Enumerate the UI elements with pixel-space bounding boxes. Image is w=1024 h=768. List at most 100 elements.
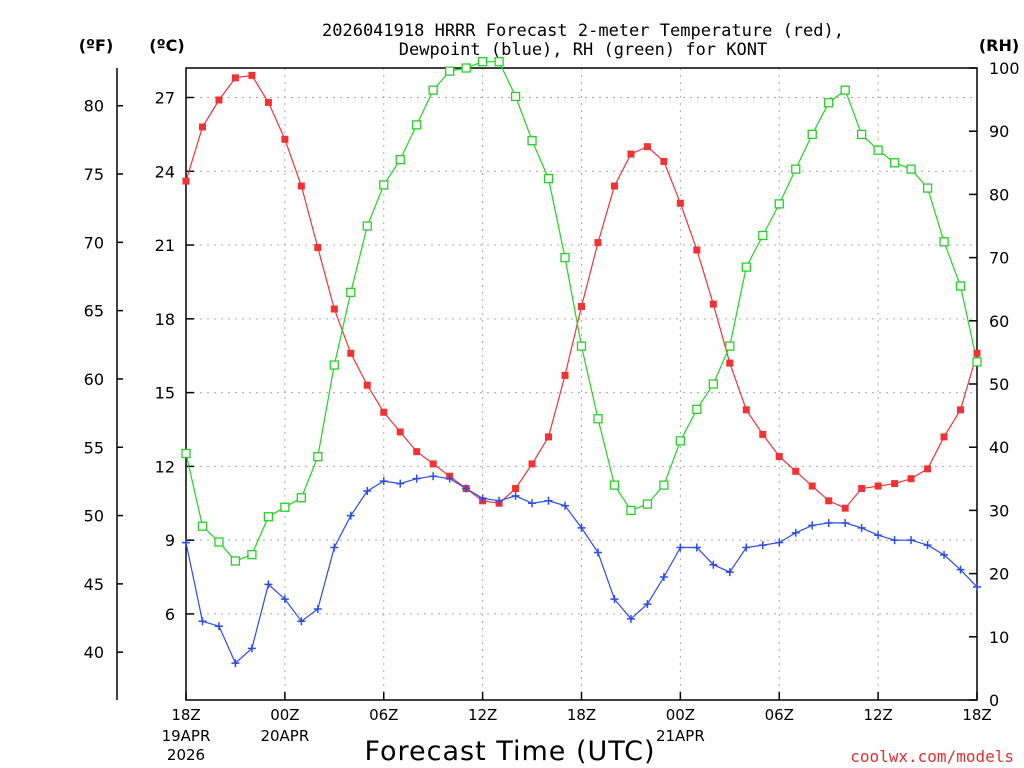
dewpoint-point: [626, 614, 635, 623]
dewpoint-point: [824, 518, 833, 527]
rh-tick-label: 100: [989, 59, 1020, 78]
rh-point: [609, 480, 620, 490]
rh-tick-label: 80: [989, 185, 1009, 204]
temperature-point: [561, 371, 569, 379]
dewpoint-point: [445, 474, 454, 483]
rh-point: [296, 493, 307, 503]
rh-point: [758, 230, 768, 241]
temperature-point: [841, 504, 849, 512]
rh-point: [379, 180, 389, 190]
temperature-point: [512, 485, 520, 493]
temperature-point: [363, 381, 371, 389]
chart-title-line1: 2026041918 HRRR Forecast 2-meter Tempera…: [322, 21, 844, 41]
rh-point: [840, 85, 850, 95]
temperature-point: [643, 143, 651, 151]
series-markers: [181, 57, 982, 668]
rh-point: [922, 183, 933, 193]
rh-point: [395, 154, 405, 165]
dewpoint-point: [264, 580, 273, 589]
rh-point: [313, 452, 323, 462]
dewpoint-point: [890, 536, 899, 545]
dewpoint-point: [923, 541, 932, 550]
temperature-point: [198, 123, 206, 131]
rh-point: [329, 360, 339, 370]
fahrenheit-unit-label: (ºF): [79, 36, 114, 55]
rh-point: [181, 448, 191, 459]
rh-point: [955, 281, 966, 291]
dewpoint-point: [956, 565, 965, 574]
temperature-point: [957, 406, 965, 414]
rh-point: [972, 357, 982, 367]
dewpoint-point: [874, 531, 883, 540]
time-axis-ticks: 18Z 00Z 06Z 12Z 18Z 00Z 06Z 12Z 18Z 19AP…: [162, 706, 992, 764]
time-tick-label: 12Z: [863, 706, 892, 724]
dewpoint-point: [593, 548, 602, 557]
celsius-tick-label: 9: [165, 531, 175, 550]
celsius-tick-label: 15: [155, 384, 175, 403]
time-tick-label: 18Z: [962, 706, 991, 724]
dewpoint-point: [297, 617, 306, 626]
time-tick-label: 18Z: [567, 706, 596, 724]
dewpoint-point: [478, 494, 487, 503]
temperature-point: [347, 349, 355, 357]
dewpoint-point: [610, 595, 619, 604]
time-tick-label: 12Z: [468, 706, 497, 724]
temperature-point: [396, 428, 404, 436]
rh-point: [725, 341, 735, 351]
fahrenheit-tick-label: 50: [84, 507, 104, 526]
dewpoint-point: [692, 543, 701, 552]
temperature-point: [808, 482, 816, 490]
rh-point: [560, 252, 570, 263]
dewpoint-point: [742, 543, 751, 552]
dewpoint-point: [808, 521, 817, 530]
temperature-point: [330, 305, 338, 313]
dewpoint-point: [709, 560, 718, 569]
celsius-unit-label: (ºC): [149, 36, 184, 55]
date-tick-label: 19APR: [162, 727, 211, 745]
temperature-point: [610, 182, 618, 190]
temperature-point: [891, 480, 899, 488]
time-tick-label: 00Z: [270, 706, 299, 724]
dewpoint-point: [396, 479, 405, 488]
celsius-tick-label: 24: [155, 162, 175, 181]
temperature-point: [924, 465, 932, 473]
rh-point: [774, 199, 784, 209]
dewpoint-point: [511, 491, 520, 500]
temperature-point: [940, 433, 948, 441]
temperature-point: [297, 182, 305, 190]
dewpoint-point: [544, 496, 553, 505]
rh-point: [906, 164, 916, 174]
dewpoint-point: [495, 496, 504, 505]
rh-point: [197, 521, 208, 531]
fahrenheit-tick-label: 65: [84, 302, 104, 321]
temperature-point: [429, 460, 437, 468]
fahrenheit-tick-label: 45: [84, 575, 104, 594]
dewpoint-point: [379, 477, 388, 486]
fahrenheit-tick-label: 55: [84, 438, 104, 457]
rh-point: [428, 85, 438, 95]
rh-point: [527, 136, 537, 146]
rh-tick-label: 30: [989, 501, 1009, 520]
temperature-point: [248, 71, 256, 79]
rh-point: [593, 414, 603, 424]
rh-point: [461, 63, 471, 73]
temperature-point: [775, 453, 783, 461]
chart-title-line2: Dewpoint (blue), RH (green) for KONT: [399, 40, 767, 60]
credit-link[interactable]: coolwx.com/models: [850, 747, 1014, 766]
rh-point: [873, 145, 883, 155]
grid-lines: [186, 68, 977, 700]
temperature-point: [578, 303, 585, 311]
fahrenheit-axis-ticks: 40 45 50 55 60 65 70 75 80: [84, 97, 104, 662]
dewpoint-point: [940, 550, 949, 559]
rh-tick-label: 40: [989, 438, 1009, 457]
temperature-point: [627, 150, 635, 158]
rh-axis-ticks: 0 10 20 30 40 50 60 70 80 90 100: [989, 59, 1020, 710]
dewpoint-point: [330, 543, 339, 552]
fahrenheit-tick-label: 40: [84, 643, 104, 662]
rh-point: [362, 221, 372, 231]
dewpoint-point: [643, 600, 652, 609]
rh-tick-label: 0: [989, 691, 999, 710]
dewpoint-point: [231, 659, 240, 668]
temperature-point: [231, 74, 239, 82]
